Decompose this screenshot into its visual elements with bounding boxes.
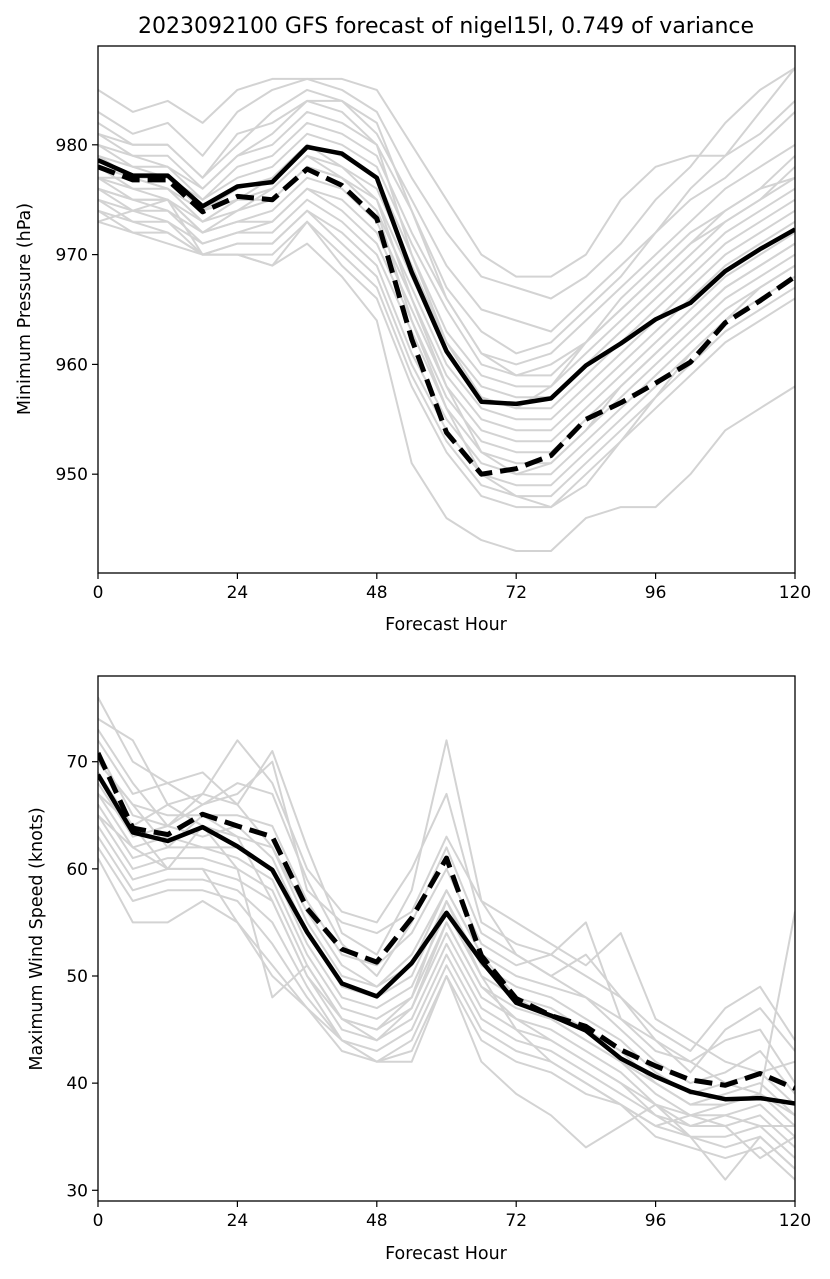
wind-y-tick-label: 30 xyxy=(66,1181,88,1201)
pressure-ensemble-member-line xyxy=(98,165,795,421)
pressure-ensemble-member-line xyxy=(98,99,795,333)
wind-axes-frame xyxy=(97,675,796,1202)
pressure-y-axis-label: Minimum Pressure (hPa) xyxy=(15,203,35,415)
wind-ensemble-member-line xyxy=(98,761,795,1084)
wind-solid-line xyxy=(98,773,795,1106)
wind-ensemble-member-line xyxy=(98,825,795,1149)
wind-x-tick-label: 96 xyxy=(645,1211,667,1231)
wind-x-tick-label: 24 xyxy=(227,1211,249,1231)
pressure-x-axis-label: Forecast Hour xyxy=(385,615,508,635)
pressure-plot-area xyxy=(98,67,795,552)
pressure-x-tick-label: 72 xyxy=(505,583,527,603)
pressure-y-tick-label: 970 xyxy=(56,246,88,266)
wind-plot-area xyxy=(98,696,795,1181)
wind-y-tick-label: 60 xyxy=(66,860,88,880)
wind-ensemble-member-line xyxy=(98,857,795,1181)
pressure-solid-line xyxy=(98,144,795,407)
pressure-ensemble-member-line xyxy=(98,143,795,476)
wind-y-tick-label: 50 xyxy=(66,967,88,987)
wind-ensemble-member-line xyxy=(98,814,795,1138)
pressure-ensemble-member-line xyxy=(98,67,795,278)
wind-x-axis-label: Forecast Hour xyxy=(385,1244,508,1264)
pressure-y-tick-label: 980 xyxy=(56,136,88,156)
wind-x-tick-label: 48 xyxy=(366,1211,388,1231)
wind-ensemble-member-line xyxy=(98,814,795,1181)
wind-x-tick-label: 72 xyxy=(505,1211,527,1231)
pressure-x-tick-label: 24 xyxy=(227,583,249,603)
pressure-panel: Forecast Hour Minimum Pressure (hPa) 0 24… xyxy=(15,45,811,635)
pressure-ensemble-member-line xyxy=(98,198,795,552)
pressure-x-tick-label: 120 xyxy=(779,583,811,603)
wind-y-axis-label: Maximum Wind Speed (knots) xyxy=(27,807,47,1070)
wind-ensemble-member-line xyxy=(98,729,795,1117)
wind-x-tick-label: 0 xyxy=(93,1211,104,1231)
wind-y-tick-label: 40 xyxy=(66,1074,88,1094)
wind-ensemble-member-line xyxy=(98,846,795,1170)
pressure-y-tick-label: 960 xyxy=(56,355,88,375)
pressure-x-tick-label: 0 xyxy=(93,583,104,603)
pressure-ensemble-member-line xyxy=(98,143,795,388)
wind-ensemble-member-line xyxy=(98,836,795,1159)
figure-title: 2023092100 GFS forecast of nigel15l, 0.7… xyxy=(138,14,754,39)
wind-x-tick-label: 120 xyxy=(779,1211,811,1231)
pressure-x-tick-label: 48 xyxy=(366,583,388,603)
pressure-ensemble-member-line xyxy=(98,67,795,300)
pressure-ensemble-member-line xyxy=(98,88,795,377)
wind-ensemble-member-line xyxy=(98,718,795,1052)
wind-ensemble-member-line xyxy=(98,761,795,1127)
wind-panel: Forecast Hour Maximum Wind Speed (knots)… xyxy=(27,675,811,1264)
pressure-ensemble-member-line xyxy=(98,187,795,443)
pressure-ensemble-member-line xyxy=(98,99,795,410)
wind-ensemble-member-line xyxy=(98,696,795,1095)
pressure-axes-frame xyxy=(97,45,796,574)
wind-dashed-line xyxy=(98,752,795,1091)
wind-ensemble-member-line xyxy=(98,739,795,1074)
pressure-y-tick-label: 950 xyxy=(56,465,88,485)
wind-y-tick-label: 70 xyxy=(66,753,88,773)
pressure-dashed-line xyxy=(98,164,795,477)
pressure-x-tick-label: 96 xyxy=(645,583,667,603)
